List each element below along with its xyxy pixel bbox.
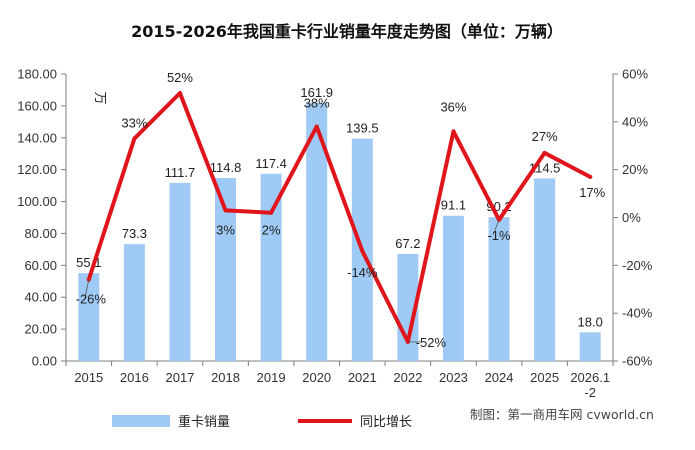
x-tick-label: 2025 <box>530 370 559 385</box>
x-tick-label: 2026.1 -2 <box>570 370 610 400</box>
growth-point-2016 <box>132 136 137 141</box>
growth-value-label: 27% <box>532 129 558 144</box>
growth-label-leader <box>84 279 90 299</box>
bar-value-label: 161.9 <box>300 85 333 100</box>
bar-2015 <box>78 273 100 361</box>
growth-value-label: 3% <box>216 222 235 237</box>
y-left-tick-label: 140.00 <box>17 130 57 145</box>
bar-value-label: 117.4 <box>255 156 287 171</box>
x-tick-label: 2015 <box>74 370 103 385</box>
growth-point-2023 <box>451 129 456 134</box>
y-right-tick-label: -40% <box>622 306 653 321</box>
x-tick-label: 2021 <box>348 370 377 385</box>
y-left-tick-label: 120.00 <box>17 162 57 177</box>
growth-value-label: 38% <box>304 96 330 111</box>
bar-value-label: 114.8 <box>210 160 242 175</box>
bar-value-label: 111.7 <box>165 165 196 180</box>
unit-label: 万 <box>93 91 108 104</box>
growth-value-label: 36% <box>440 99 466 114</box>
bar-2018 <box>215 177 237 361</box>
x-tick-label: 2016 <box>120 370 149 385</box>
growth-value-label: -26% <box>76 292 107 307</box>
x-tick-label: 2023 <box>439 370 468 385</box>
growth-value-label: 2% <box>262 223 281 238</box>
legend-bar-swatch <box>112 415 170 427</box>
bar-2017 <box>169 182 191 361</box>
growth-point-2019 <box>269 210 274 215</box>
growth-value-label: 52% <box>167 70 193 85</box>
y-left-tick-label: 0.00 <box>32 354 57 369</box>
x-tick-label: 2017 <box>165 370 194 385</box>
growth-point-2018 <box>223 208 228 213</box>
bar-value-label: 18.0 <box>578 314 603 329</box>
growth-value-label: 33% <box>121 116 147 131</box>
x-tick-label: 2020 <box>302 370 331 385</box>
y-left-tick-label: 180.00 <box>17 67 57 82</box>
bar-value-label: 139.5 <box>346 121 379 136</box>
bar-2023 <box>442 215 464 361</box>
y-right-tick-label: -60% <box>622 354 653 369</box>
chart-title: 2015-2026年我国重卡行业销量年度走势图（单位：万辆） <box>131 22 563 41</box>
y-right-tick-label: -20% <box>622 258 653 273</box>
growth-value-label: -1% <box>487 228 511 243</box>
y-left-tick-label: 100.00 <box>17 194 57 209</box>
growth-value-label: -14% <box>347 265 378 280</box>
y-left-tick-label: 80.00 <box>24 226 57 241</box>
bar-2020 <box>306 102 328 362</box>
y-left-tick-label: 40.00 <box>24 290 57 305</box>
growth-point-2026.1-2 <box>588 174 593 179</box>
growth-value-label: -52% <box>416 335 447 350</box>
y-left-tick-label: 160.00 <box>17 98 57 113</box>
y-right-tick-label: 60% <box>622 67 648 82</box>
y-right-tick-label: 40% <box>622 114 648 129</box>
x-tick-label: 2018 <box>211 370 240 385</box>
y-left-tick-label: 60.00 <box>24 258 57 273</box>
x-tick-label: 2024 <box>485 370 514 385</box>
chart-credit: 制图：第一商用车网 cvworld.cn <box>470 407 654 422</box>
growth-point-2020 <box>314 124 319 129</box>
legend-line-label: 同比增长 <box>360 415 412 430</box>
bar-2026.1-2 <box>579 332 601 361</box>
legend-bar-label: 重卡销量 <box>178 414 230 430</box>
growth-point-2025 <box>542 150 547 155</box>
growth-line <box>86 91 593 344</box>
growth-point-2021 <box>360 248 365 253</box>
y-left-tick-label: 20.00 <box>24 322 57 337</box>
y-right-tick-label: 20% <box>622 162 648 177</box>
growth-value-label: 17% <box>579 185 605 200</box>
bar-2025 <box>534 178 556 361</box>
bar-2016 <box>123 244 145 361</box>
bar-value-label: 73.3 <box>122 226 147 241</box>
bar-value-label: 67.2 <box>395 236 420 251</box>
growth-point-2017 <box>177 91 182 96</box>
x-tick-label: 2022 <box>393 370 422 385</box>
bar-value-label: 91.1 <box>441 198 466 213</box>
growth-label-leader <box>492 219 500 236</box>
y-right-tick-label: 0% <box>622 210 641 225</box>
bar-2019 <box>260 173 282 361</box>
bar-2024 <box>488 217 510 361</box>
x-tick-label: 2019 <box>257 370 286 385</box>
